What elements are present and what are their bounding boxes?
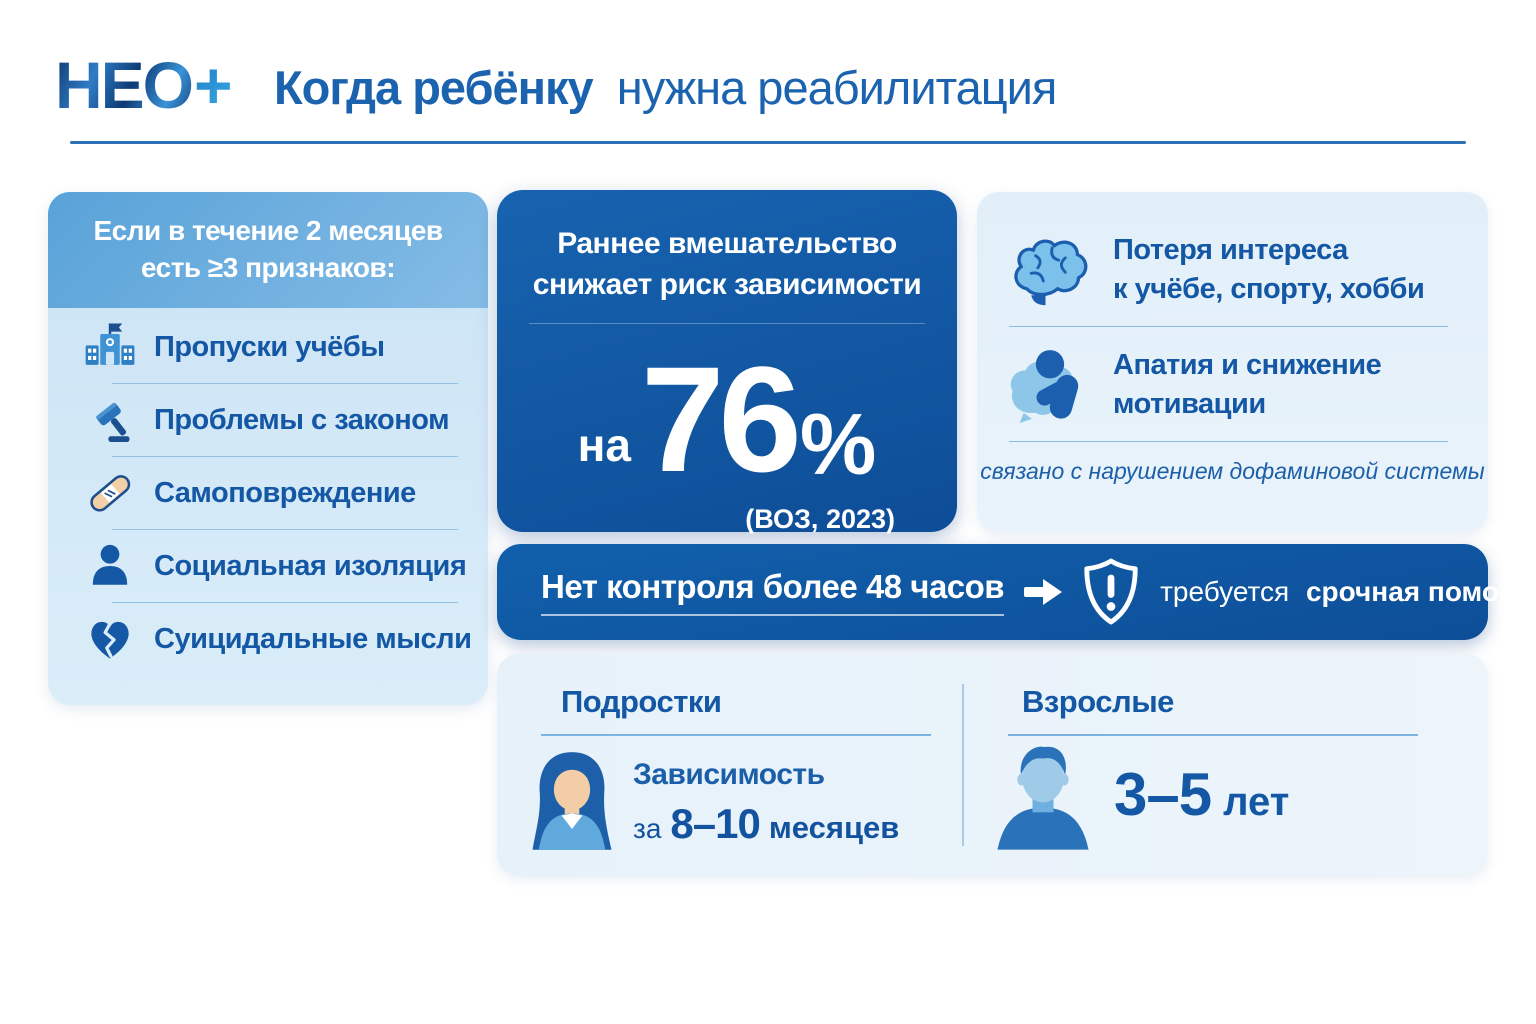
symptom2-line2: мотивации [1113, 388, 1266, 420]
signs-heading-line1: Если в течение 2 месяцев [93, 215, 443, 247]
list-divider [112, 383, 458, 384]
logo-plus-icon: + [194, 48, 233, 122]
list-divider [1009, 441, 1448, 442]
symptoms-footnote: связано с нарушением дофаминовой системы [980, 458, 1485, 484]
signs-panel-heading: Если в течение 2 месяцев есть ≥3 признак… [48, 192, 488, 308]
apathy-icon [1005, 339, 1097, 431]
neo-plus-logo: НЕО+ [55, 52, 233, 118]
adults-text: 3–5 лет [1114, 760, 1289, 829]
sign-item-label: Проблемы с законом [154, 403, 450, 436]
symptoms-panel: Потеря интереса к учёбе, спорту, хобби А… [977, 192, 1488, 532]
signs-heading-line2: есть ≥3 признаков: [140, 252, 396, 283]
teens-line2: за 8–10 месяцев [633, 800, 899, 848]
list-item: Социальная изоляция [48, 533, 488, 599]
list-item: Самоповреждение [48, 460, 488, 526]
stat-heading-line1: Раннее вмешательство [557, 227, 897, 260]
teens-text: Зависимость за 8–10 месяцев [633, 758, 899, 848]
adults-title: Взрослые [1022, 684, 1174, 719]
gavel-icon [82, 392, 138, 448]
alert-banner: Нет контроля более 48 часов требуется ср… [497, 544, 1536, 640]
list-item: Апатия и снижение мотивации [977, 337, 1488, 433]
page-title-bold: Когда ребёнку [274, 61, 594, 114]
symptom-text: Потеря интереса к учёбе, спорту, хобби [1113, 231, 1425, 309]
stat-value: 76 [641, 335, 802, 503]
adults-column: Взрослые 3–5 лет [964, 654, 1488, 876]
teens-line1: Зависимость [633, 758, 825, 791]
alert-action: требуется срочная помощь [1160, 576, 1536, 608]
teen-girl-avatar [523, 748, 621, 861]
sign-item-label: Пропуски учёбы [154, 330, 385, 363]
stat-divider [529, 323, 925, 324]
broken-heart-icon [82, 611, 138, 667]
logo-text: НЕО [55, 48, 194, 122]
sign-item-label: Суицидальные мысли [154, 622, 472, 655]
stat-heading-line2: снижает риск зависимости [532, 267, 922, 301]
arrow-right-icon [1024, 577, 1064, 607]
adults-value: 3–5 [1114, 761, 1212, 828]
list-item: Пропуски учёбы [48, 314, 488, 380]
stat-prefix: на [577, 419, 632, 471]
teens-underline [541, 734, 931, 736]
alert-action-emphasis: срочная помощь [1305, 576, 1536, 607]
sign-item-label: Социальная изоляция [154, 549, 467, 582]
teens-line2-value: 8–10 [670, 800, 760, 847]
list-item: Суицидальные мысли [48, 606, 488, 672]
list-item: Потеря интереса к учёбе, спорту, хобби [977, 222, 1488, 318]
list-divider [112, 602, 458, 603]
brain-icon [1005, 224, 1097, 316]
bandage-icon [82, 465, 138, 521]
timeline-panel: Подростки Зависимость за 8–10 месяцев Вз… [497, 654, 1488, 876]
alert-condition: Нет контроля более 48 часов [541, 568, 1005, 616]
list-divider [112, 456, 458, 457]
list-divider [112, 529, 458, 530]
signs-panel: Если в течение 2 месяцев есть ≥3 признак… [48, 192, 488, 705]
list-item: Проблемы с законом [48, 387, 488, 453]
signs-list: Пропуски учёбы Проблемы с законом [48, 308, 488, 672]
person-icon [82, 538, 138, 594]
teens-line2-prefix: за [633, 813, 662, 844]
stat-figure: на 76 % [497, 326, 957, 494]
stat-heading: Раннее вмешательство снижает риск зависи… [497, 224, 957, 305]
school-icon [82, 319, 138, 375]
symptom1-line1: Потеря интереса [1113, 233, 1348, 266]
stat-unit: % [799, 397, 877, 493]
stat-card: Раннее вмешательство снижает риск зависи… [497, 190, 957, 534]
header-divider [70, 141, 1466, 144]
symptom1-line2: к учёбе, спорту, хобби [1113, 273, 1425, 305]
adults-underline [1008, 734, 1418, 736]
adults-suffix: лет [1223, 780, 1290, 824]
stat-source: (ВОЗ, 2023) [745, 504, 895, 534]
list-divider [1009, 326, 1448, 327]
page-title-regular: нужна реабилитация [616, 61, 1058, 114]
page-title: Когда ребёнку нужна реабилитация [274, 60, 1058, 115]
sign-item-label: Самоповреждение [154, 476, 416, 509]
adult-man-avatar [984, 740, 1102, 857]
teens-column: Подростки Зависимость за 8–10 месяцев [497, 654, 962, 876]
symptom-text: Апатия и снижение мотивации [1113, 346, 1382, 424]
column-divider [962, 684, 964, 846]
teens-line2-suffix: месяцев [768, 810, 900, 845]
teens-title: Подростки [561, 684, 722, 719]
alert-action-prefix: требуется [1160, 576, 1290, 607]
symptom2-line1: Апатия и снижение [1113, 348, 1382, 381]
shield-exclamation-icon [1080, 558, 1142, 626]
